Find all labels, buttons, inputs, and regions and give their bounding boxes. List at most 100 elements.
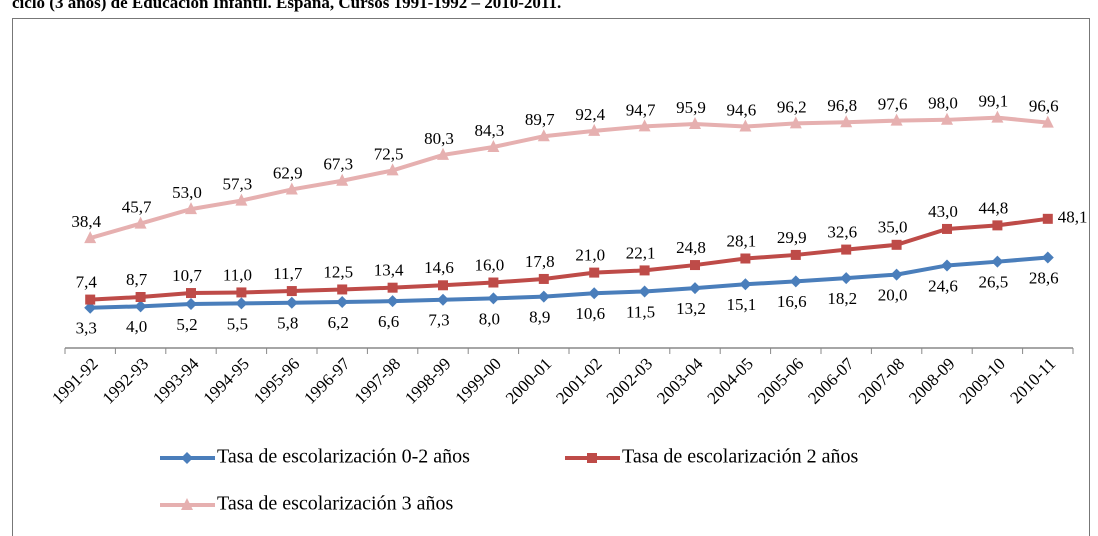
data-label: 43,0 [928,202,958,221]
data-label: 92,4 [575,105,605,124]
data-point [488,277,499,288]
data-point [890,113,903,126]
data-label: 11,0 [223,265,252,284]
data-point [840,272,853,285]
series-line [89,115,1048,240]
data-point [840,115,853,128]
data-point [487,139,500,152]
data-label: 24,6 [928,276,958,295]
data-point [387,282,398,293]
data-point [941,259,953,272]
data-point [991,255,1004,268]
data-label: 67,3 [323,155,353,174]
data-label: 99,1 [979,92,1009,111]
data-point [386,295,399,308]
data-point [992,220,1003,231]
data-label: 16,0 [475,255,505,274]
data-point [739,119,752,132]
data-point [438,280,448,291]
legend-marker [587,453,597,463]
data-label: 5,5 [227,314,248,333]
data-point [1042,213,1053,224]
data-label: 35,0 [878,218,908,237]
data-label: 22,1 [626,243,656,262]
data-point [336,295,349,308]
data-point [286,286,297,297]
data-label: 11,7 [273,264,303,283]
data-label: 5,8 [277,314,298,333]
data-label: 89,7 [525,110,555,129]
data-point [589,267,600,278]
data-label: 97,6 [878,95,908,114]
data-label: 80,3 [424,129,454,148]
data-label: 45,7 [122,197,152,216]
data-label: 72,5 [374,144,404,163]
data-point [285,182,298,195]
data-label: 11,5 [626,302,655,321]
data-point [739,278,752,291]
data-point [1041,115,1054,128]
data-point [235,193,248,206]
data-label: 29,9 [777,228,807,247]
data-label: 17,8 [525,252,555,271]
data-label: 84,3 [475,121,505,140]
data-label: 94,7 [626,100,656,119]
data-point [84,231,97,244]
legend: Tasa de escolarización 0-2 años Tasa de e… [160,446,858,515]
data-point [790,249,801,260]
data-label: 3,3 [76,319,97,338]
data-point [689,116,701,129]
data-label: 98,0 [928,94,958,113]
data-point [336,173,349,186]
legend-marker [181,498,193,510]
data-point [437,293,449,306]
data-point [185,202,197,215]
data-label: 10,7 [172,266,202,285]
data-label: 14,6 [424,258,454,277]
data-label: 15,1 [727,295,757,314]
data-point [689,282,701,295]
data-point [789,275,802,288]
data-point [942,223,952,234]
legend-marker [181,452,193,464]
data-point [134,216,147,229]
data-label: 5,2 [176,315,197,334]
data-point [740,253,751,264]
data-label: 4,0 [126,317,147,336]
data-label: 96,8 [827,96,857,115]
data-label: 10,6 [575,304,605,323]
data-label: 94,6 [727,100,757,119]
data-label: 7,3 [428,311,449,330]
data-label: 20,0 [878,285,908,304]
data-point [487,292,500,305]
data-point [538,273,549,284]
data-label: 13,4 [374,261,404,280]
data-point [537,129,550,142]
data-label: 28,1 [727,231,757,250]
data-point [841,244,852,255]
series-line [90,216,1049,302]
data-point [638,119,651,132]
data-point [941,112,953,125]
data-label: 6,6 [378,312,399,331]
data-label: 53,0 [172,183,202,202]
data-label: 6,2 [328,313,349,332]
data-point [235,297,248,310]
data-label: 96,2 [777,97,807,116]
data-point [134,300,147,313]
data-label: 7,4 [76,272,98,291]
data-point [386,163,399,176]
data-point [1041,251,1054,264]
legend-label: Tasa de escolarización 3 años [217,493,453,515]
data-label: 96,6 [1029,96,1059,115]
data-label: 18,2 [827,289,857,308]
data-point [588,123,601,136]
data-label: 8,9 [529,308,550,327]
data-label: 8,7 [126,270,148,289]
series-line [90,255,1048,310]
data-label: 95,9 [676,98,706,117]
data-point [537,290,550,303]
data-point [690,260,700,271]
data-point [85,294,96,305]
